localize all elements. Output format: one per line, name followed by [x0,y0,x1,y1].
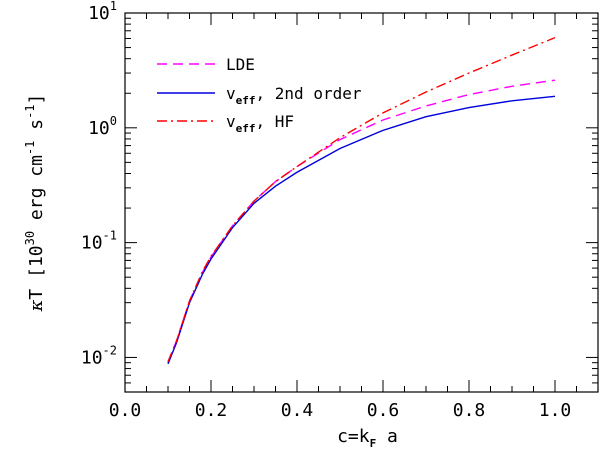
y-tick-label: 100 [88,114,117,139]
series-layer [167,37,556,365]
legend-label: veff, HF [226,112,294,135]
series-line-1 [167,79,556,363]
x-tick-label: 0.8 [453,400,486,421]
x-tick-label: 0.6 [367,400,400,421]
x-tick-label: 0.4 [281,400,314,421]
x-tick-label: 0.0 [109,400,142,421]
axis-labels: c=kF a κT [1030 erg cm-1 s-1] [23,94,398,450]
y-axis-label: κT [1030 erg cm-1 s-1] [23,94,47,313]
legend-label: veff, 2nd order [226,84,362,107]
plot-frame [124,12,599,393]
y-tick-label: 10-1 [81,229,117,254]
x-tick-label: 0.2 [195,400,228,421]
y-tick-label: 101 [88,0,117,24]
ticks-layer: 0.0 0.2 0.4 0.6 0.8 1.0 10-2 10-1 100 101 [81,0,599,421]
y-tick-label: 10-2 [81,343,117,368]
legend-label: LDE [226,55,255,74]
series-line-2 [167,95,556,365]
legend: LDE veff, 2nd order veff, HF [157,55,362,135]
chart-frame [124,12,599,393]
x-tick-label: 1.0 [539,400,572,421]
x-axis-label: c=kF a [337,426,398,450]
series-line-3 [167,37,556,362]
